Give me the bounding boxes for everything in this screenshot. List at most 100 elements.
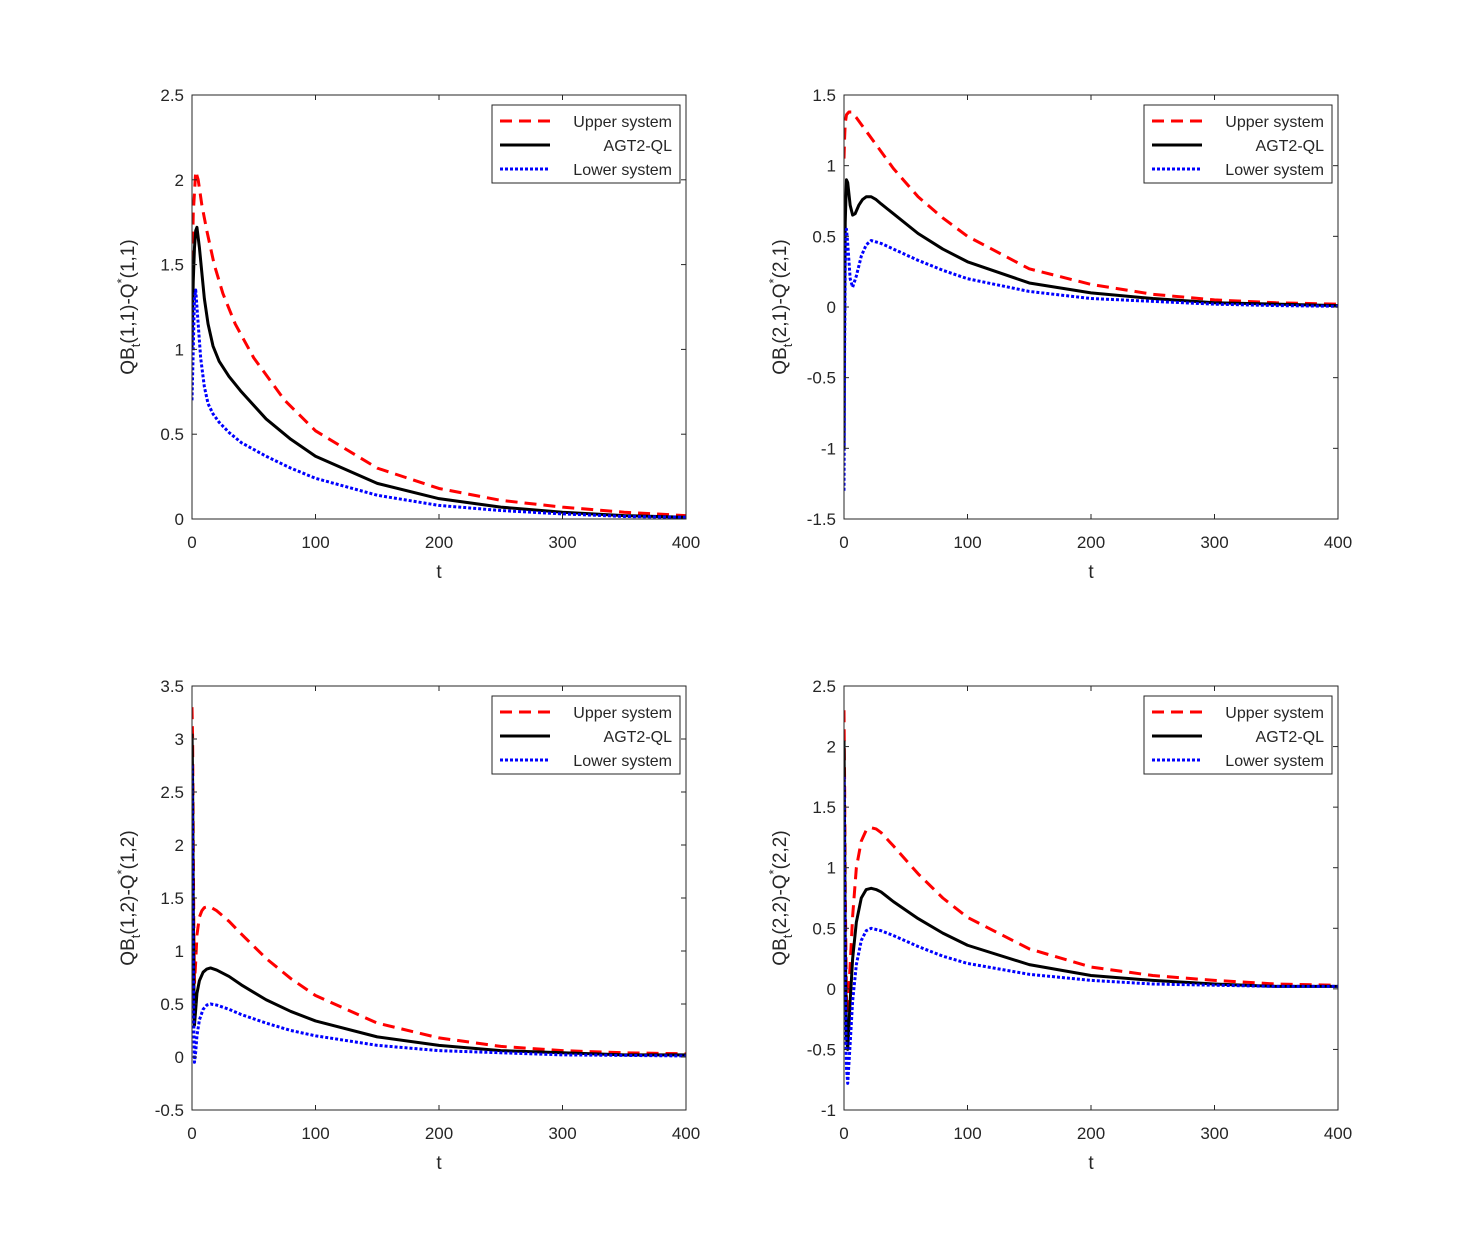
y-tick-label: -0.5 (155, 1101, 184, 1120)
y-label-subscript: t (780, 934, 795, 938)
x-tick-label: 300 (1200, 533, 1228, 552)
legend-label-agt2-ql: AGT2-QL (604, 138, 673, 155)
y-tick-label: 0.5 (160, 995, 184, 1014)
y-axis-label: QBt(1,1)-Q*(1,1) (114, 239, 143, 374)
y-label-subscript: t (128, 934, 143, 938)
chart-top-right: 0 100 200 300 400-1.5-1-0.500.511.5tQBt(2,1)… (766, 86, 1352, 583)
y-label-subscript: t (780, 343, 795, 347)
x-tick-label: 0 (187, 533, 196, 552)
x-tick-label: 200 (425, 533, 453, 552)
legend: Upper system AGT2-QL Lower system (491, 695, 681, 775)
y-label-superscript: * (114, 278, 129, 283)
y-label-subscript: t (128, 343, 143, 347)
y-label-part: QB (118, 347, 139, 374)
y-tick-label: 0.5 (812, 919, 836, 938)
y-tick-label: 1 (175, 942, 184, 961)
x-tick-label: 0 (839, 533, 848, 552)
y-label-part: (2,1)-Q (770, 283, 791, 343)
legend-label-lower-system: Lower system (1225, 162, 1324, 179)
legend-label-upper-system: Upper system (573, 705, 672, 722)
legend: Upper system AGT2-QL Lower system (1143, 104, 1333, 184)
x-tick-label: 100 (301, 1124, 329, 1143)
y-label-part: QB (118, 938, 139, 965)
y-label-part: (2,2) (770, 830, 791, 869)
y-tick-label: 0.5 (160, 425, 184, 444)
x-axis-label: t (436, 562, 442, 583)
y-tick-label: 2.5 (812, 677, 836, 696)
y-tick-label: 2 (175, 836, 184, 855)
x-tick-label: 200 (1077, 533, 1105, 552)
y-tick-label: 2 (827, 738, 836, 757)
y-label-part: (2,1) (770, 239, 791, 278)
x-tick-label: 200 (1077, 1124, 1105, 1143)
y-tick-label: 2 (175, 171, 184, 190)
y-tick-label: 1.5 (160, 256, 184, 275)
y-tick-label: 1.5 (812, 798, 836, 817)
chart-bottom-left: 0 100 200 300 400-0.500.511.522.533.5tQBt(1,… (114, 677, 700, 1174)
legend-label-agt2-ql: AGT2-QL (1256, 138, 1325, 155)
x-axis-label: t (436, 1153, 442, 1174)
x-axis-label: t (1088, 562, 1094, 583)
x-tick-label: 400 (672, 533, 700, 552)
x-tick-label: 0 (187, 1124, 196, 1143)
legend-label-agt2-ql: AGT2-QL (1256, 729, 1325, 746)
y-label-part: (1,1)-Q (118, 283, 139, 343)
y-tick-label: -1 (821, 439, 836, 458)
y-axis-label: QBt(2,1)-Q*(2,1) (766, 239, 795, 374)
y-tick-label: 0 (175, 1048, 184, 1067)
y-label-superscript: * (114, 869, 129, 874)
legend-label-upper-system: Upper system (1225, 705, 1324, 722)
legend-label-upper-system: Upper system (573, 114, 672, 131)
y-tick-label: -0.5 (807, 1040, 836, 1059)
y-label-part: (1,1) (118, 239, 139, 278)
series-agt2-ql (844, 178, 1338, 449)
y-tick-label: 0 (827, 298, 836, 317)
legend-label-agt2-ql: AGT2-QL (604, 729, 673, 746)
y-tick-label: 0 (175, 510, 184, 529)
y-tick-label: 2.5 (160, 86, 184, 105)
y-label-part: QB (770, 347, 791, 374)
legend-label-lower-system: Lower system (573, 162, 672, 179)
y-axis-label: QBt(1,2)-Q*(1,2) (114, 830, 143, 965)
y-tick-label: 3.5 (160, 677, 184, 696)
legend-label-lower-system: Lower system (1225, 753, 1324, 770)
legend-label-lower-system: Lower system (573, 753, 672, 770)
y-tick-label: 1 (175, 340, 184, 359)
x-tick-label: 400 (1324, 533, 1352, 552)
y-tick-label: 1 (827, 859, 836, 878)
x-tick-label: 300 (548, 1124, 576, 1143)
x-tick-label: 300 (548, 533, 576, 552)
series-lower-system (192, 765, 686, 1064)
y-tick-label: 1.5 (812, 86, 836, 105)
y-tick-label: -0.5 (807, 369, 836, 388)
y-tick-label: 1.5 (160, 889, 184, 908)
series-upper-system (192, 169, 686, 518)
y-tick-label: 1 (827, 157, 836, 176)
series-agt2-ql (844, 740, 1338, 1051)
y-tick-label: 2.5 (160, 783, 184, 802)
y-tick-label: 0.5 (812, 227, 836, 246)
series-upper-system (844, 110, 1338, 306)
y-label-superscript: * (766, 869, 781, 874)
y-tick-label: 3 (175, 730, 184, 749)
y-tick-label: 0 (827, 980, 836, 999)
x-tick-label: 400 (1324, 1124, 1352, 1143)
series-lower-system (844, 227, 1338, 491)
y-label-part: (2,2)-Q (770, 874, 791, 934)
legend-label-upper-system: Upper system (1225, 114, 1324, 131)
x-tick-label: 100 (953, 1124, 981, 1143)
y-tick-label: -1 (821, 1101, 836, 1120)
x-axis-label: t (1088, 1153, 1094, 1174)
x-tick-label: 100 (953, 533, 981, 552)
y-axis-label: QBt(2,2)-Q*(2,2) (766, 830, 795, 965)
y-label-part: (1,2) (118, 830, 139, 869)
series-agt2-ql (192, 225, 686, 519)
x-tick-label: 0 (839, 1124, 848, 1143)
y-tick-label: -1.5 (807, 510, 836, 529)
y-label-part: QB (770, 938, 791, 965)
legend: Upper system AGT2-QL Lower system (491, 104, 681, 184)
y-label-superscript: * (766, 278, 781, 283)
x-tick-label: 400 (672, 1124, 700, 1143)
chart-top-left: 0 100 200 300 40000.511.522.5tQBt(1,1)-Q*(1,… (114, 86, 700, 583)
